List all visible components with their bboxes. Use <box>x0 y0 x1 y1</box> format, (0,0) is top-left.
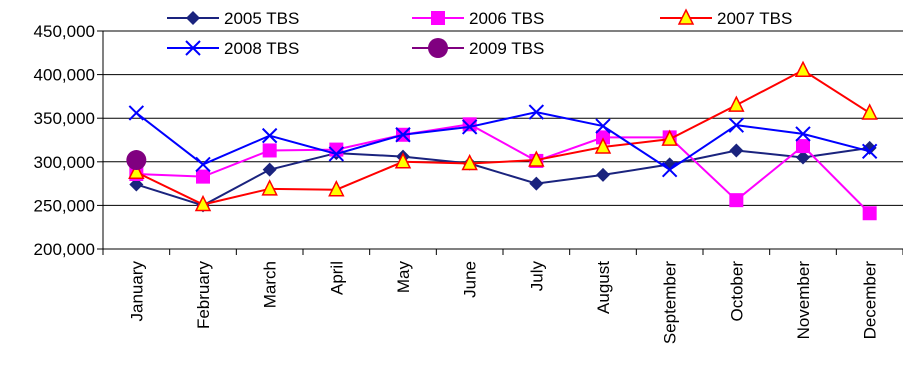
data-point <box>328 180 345 197</box>
series-line <box>136 123 871 214</box>
y-tick-label: 250,000 <box>34 196 95 215</box>
series-2007-tbs <box>128 60 878 212</box>
data-point <box>861 143 878 160</box>
data-point <box>729 143 744 158</box>
data-point <box>661 129 678 146</box>
legend: 2005 TBS 2006 TBS 2007 TBS 2008 TBS 2009 TBS <box>167 8 792 58</box>
series-2008-tbs <box>128 104 878 178</box>
data-point <box>461 119 478 135</box>
series-line <box>135 111 870 171</box>
data-point <box>528 104 545 120</box>
data-point <box>394 152 412 169</box>
x-axis-ticks: January February March April May June July Augu… <box>102 249 903 344</box>
x-tick-label: April <box>327 261 346 295</box>
data-point <box>795 126 811 142</box>
legend-label: 2005 TBS <box>224 9 299 28</box>
data-point <box>528 150 545 167</box>
data-point <box>126 150 147 171</box>
data-point <box>128 162 145 180</box>
x-tick-label: November <box>794 261 813 340</box>
data-point <box>328 146 345 162</box>
data-point <box>262 143 277 158</box>
legend-marker <box>431 11 445 25</box>
data-point <box>261 179 278 196</box>
data-point <box>595 118 611 134</box>
y-tick-label: 400,000 <box>34 66 95 85</box>
x-tick-label: August <box>594 261 613 314</box>
legend-label: 2009 TBS <box>469 39 544 58</box>
series-group <box>126 60 878 221</box>
data-point <box>862 206 877 221</box>
data-point <box>728 117 745 133</box>
legend-item: 2005 TBS <box>167 9 299 28</box>
legend-marker <box>428 38 448 58</box>
data-point <box>395 127 411 143</box>
data-point <box>529 176 544 191</box>
x-tick-label: July <box>527 261 546 292</box>
x-tick-label: February <box>194 261 213 330</box>
y-tick-label: 200,000 <box>34 240 95 259</box>
legend-item: 2009 TBS <box>412 38 544 58</box>
x-tick-label: June <box>461 261 480 298</box>
y-tick-label: 300,000 <box>34 153 95 172</box>
x-tick-label: December <box>861 261 880 340</box>
legend-marker <box>185 40 201 56</box>
x-tick-label: March <box>261 261 280 308</box>
series-line <box>136 146 870 207</box>
legend-marker <box>186 11 200 25</box>
data-point <box>461 153 478 171</box>
x-tick-label: September <box>661 261 680 344</box>
data-point <box>462 117 477 132</box>
data-point <box>594 137 612 154</box>
x-tick-label: January <box>127 261 146 322</box>
data-point <box>196 169 210 184</box>
y-axis-ticks: 200,000 250,000 300,000 350,000 400,000 450,0… <box>34 22 103 259</box>
legend-item: 2007 TBS <box>660 8 792 28</box>
legend-label: 2008 TBS <box>224 39 299 58</box>
data-point <box>194 194 212 212</box>
y-tick-label: 450,000 <box>34 22 95 41</box>
legend-item: 2006 TBS <box>412 9 544 28</box>
legend-item: 2008 TBS <box>167 39 299 58</box>
data-point <box>728 95 745 112</box>
data-point <box>596 167 610 182</box>
y-tick-label: 350,000 <box>34 109 95 128</box>
data-point <box>796 139 810 154</box>
series-2006-tbs <box>129 117 877 221</box>
legend-marker <box>677 8 695 25</box>
data-point <box>796 150 810 165</box>
data-point <box>729 193 744 208</box>
data-point <box>661 161 678 178</box>
legend-label: 2006 TBS <box>469 9 544 28</box>
x-tick-label: May <box>394 261 413 294</box>
series-2009-tbs <box>126 150 147 171</box>
data-point <box>261 127 278 144</box>
data-point <box>195 156 211 173</box>
legend-label: 2007 TBS <box>717 9 792 28</box>
data-point <box>794 60 812 77</box>
data-point <box>861 103 878 120</box>
series-line <box>135 69 871 206</box>
data-point <box>262 162 277 177</box>
gridlines <box>103 30 903 250</box>
data-point <box>128 105 145 121</box>
x-tick-label: October <box>727 261 746 322</box>
